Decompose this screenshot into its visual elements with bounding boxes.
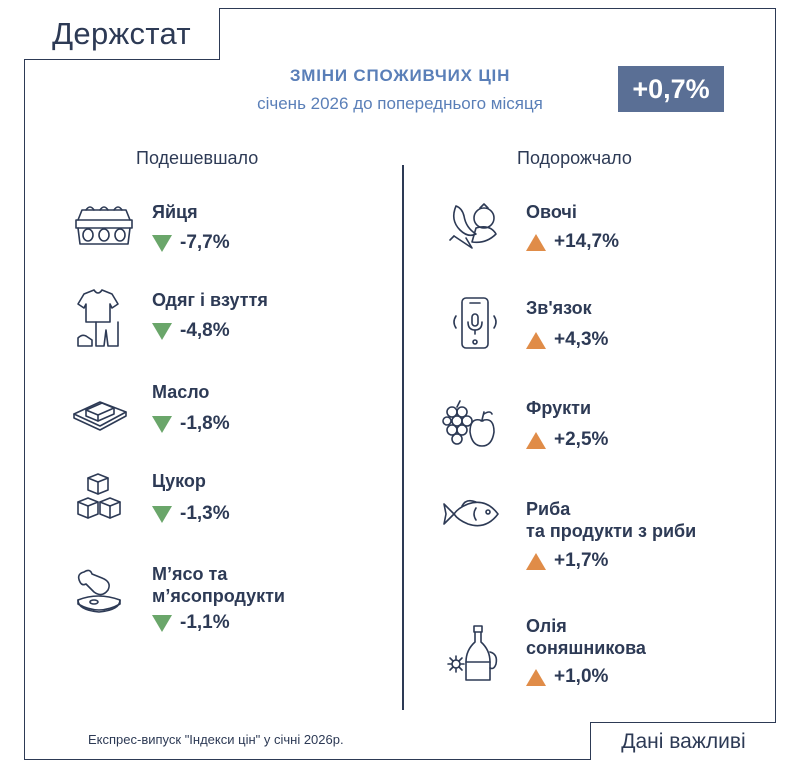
pricier-item-value-text: +4,3% <box>554 329 609 350</box>
up-arrow-icon <box>526 233 546 251</box>
clothing-icon <box>74 288 130 352</box>
down-arrow-icon <box>152 415 172 433</box>
cheaper-item-name: Одяг і взуття <box>152 290 268 310</box>
fish-icon <box>442 494 504 534</box>
smartphone-icon <box>450 296 500 352</box>
pricier-item-name: Риба та продукти з риби <box>526 499 697 541</box>
up-arrow-icon <box>526 331 546 349</box>
pricier-item-value: +1,7% <box>526 550 608 572</box>
down-arrow-icon <box>152 234 172 252</box>
up-arrow-icon <box>526 552 546 570</box>
cheaper-item-value: -1,8% <box>152 413 230 435</box>
cheaper-item-value-text: -1,1% <box>180 612 230 633</box>
pricier-item-value-text: +2,5% <box>554 429 609 450</box>
up-arrow-icon <box>526 668 546 686</box>
pricier-item-name: Фрукти <box>526 398 592 418</box>
column-divider <box>402 165 404 710</box>
egg-carton-icon <box>72 202 136 252</box>
sugar-cubes-icon <box>72 472 126 526</box>
chart-title: ЗМІНИ СПОЖИВЧИХ ЦІН <box>289 66 511 85</box>
cheaper-item-value-text: -1,3% <box>180 503 230 524</box>
pricier-item-value-text: +14,7% <box>554 231 619 252</box>
pricier-item-value: +14,7% <box>526 231 619 253</box>
cheaper-item-name: М’ясо та м’ясопродукти <box>152 564 285 606</box>
down-arrow-icon <box>152 322 172 340</box>
pricier-item-name: Зв'язок <box>526 298 592 318</box>
footer-note: Експрес-випуск "Індекси цін" у січні 202… <box>88 732 344 747</box>
chart-subtitle: січень 2026 до попереднього місяця <box>257 94 543 113</box>
pricier-heading: Подорожчало <box>517 148 632 168</box>
cheaper-item-name: Яйця <box>152 202 198 222</box>
oil-bottle-icon <box>444 622 500 684</box>
down-arrow-icon <box>152 614 172 632</box>
cheaper-item-value-text: -4,8% <box>180 320 230 341</box>
brand-logo: Держстат <box>24 8 220 60</box>
up-arrow-icon <box>526 431 546 449</box>
brand-text: Держстат <box>52 15 191 51</box>
pricier-item-value: +2,5% <box>526 429 608 451</box>
outer-frame <box>24 8 776 760</box>
cheaper-item-value: -1,1% <box>152 612 230 634</box>
pricier-item-value: +1,0% <box>526 666 608 688</box>
meat-icon <box>72 564 126 618</box>
cheaper-item-name: Масло <box>152 382 210 402</box>
pricier-item-value-text: +1,7% <box>554 550 609 571</box>
cheaper-item-value-text: -1,8% <box>180 413 230 434</box>
footer-tagline: Дані важливі <box>590 722 776 760</box>
cheaper-item-name: Цукор <box>152 471 206 491</box>
pricier-item-name: Олія соняшникова <box>526 616 646 658</box>
cheaper-heading: Подешевшало <box>136 148 259 168</box>
cheaper-item-value: -1,3% <box>152 503 230 525</box>
pricier-item-value: +4,3% <box>526 329 608 351</box>
total-change-badge: +0,7% <box>618 66 724 112</box>
pricier-item-name: Овочі <box>526 202 577 222</box>
fruits-icon <box>442 398 500 452</box>
cheaper-item-value-text: -7,7% <box>180 232 230 253</box>
pricier-item-value-text: +1,0% <box>554 666 609 687</box>
vegetables-icon <box>446 200 506 252</box>
down-arrow-icon <box>152 505 172 523</box>
cheaper-item-value: -4,8% <box>152 320 230 342</box>
cheaper-item-value: -7,7% <box>152 232 230 254</box>
butter-icon <box>70 388 130 432</box>
